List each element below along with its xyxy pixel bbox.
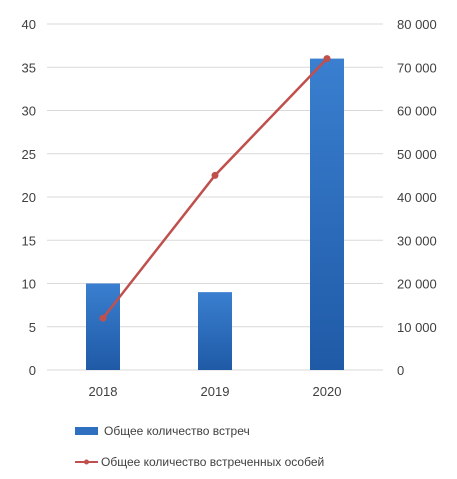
bar (310, 58, 344, 370)
y-left-tick-label: 30 (22, 104, 36, 119)
legend-swatch-marker (84, 459, 89, 465)
y-left-tick-label: 0 (29, 363, 36, 378)
y-left-tick-label: 35 (22, 60, 36, 75)
y-right-tick-label: 10 000 (397, 320, 437, 335)
bars (86, 58, 344, 370)
bar (86, 283, 120, 370)
y-left-tick-label: 25 (22, 147, 36, 162)
y-left-tick-label: 10 (22, 277, 36, 292)
y-right-tick-label: 0 (397, 363, 404, 378)
line-point (211, 171, 219, 179)
y-left-tick-label: 15 (22, 233, 36, 248)
series-line (102, 57, 328, 319)
y-left-tick-label: 40 (22, 17, 36, 32)
y-left-tick-label: 20 (22, 190, 36, 205)
y-right-tick-label: 80 000 (397, 17, 437, 32)
x-tick-label: 2020 (313, 384, 342, 399)
bar (198, 292, 232, 370)
legend-swatch-bar (75, 427, 98, 435)
y-right-tick-label: 20 000 (397, 277, 437, 292)
x-axis: 2018 2019 2020 (89, 384, 342, 399)
y-axis-left: 0 5 10 15 20 25 30 35 40 (22, 17, 36, 378)
y-right-tick-label: 70 000 (397, 60, 437, 75)
x-tick-label: 2019 (201, 384, 230, 399)
y-right-tick-label: 40 000 (397, 190, 437, 205)
y-right-tick-label: 30 000 (397, 233, 437, 248)
line-series (99, 55, 331, 322)
y-right-tick-label: 50 000 (397, 147, 437, 162)
line-point (323, 55, 331, 63)
legend: Общее количество встреч Общее количество … (75, 424, 324, 469)
y-left-tick-label: 5 (29, 320, 36, 335)
line-point (99, 314, 107, 322)
y-axis-right: 0 10 000 20 000 30 000 40 000 50 000 60 000 70 … (397, 17, 437, 378)
legend-label-line: Общее количество встреченных особей (101, 455, 324, 469)
y-right-tick-label: 60 000 (397, 104, 437, 119)
legend-label-bar: Общее количество встреч (104, 424, 250, 438)
x-tick-label: 2018 (89, 384, 118, 399)
